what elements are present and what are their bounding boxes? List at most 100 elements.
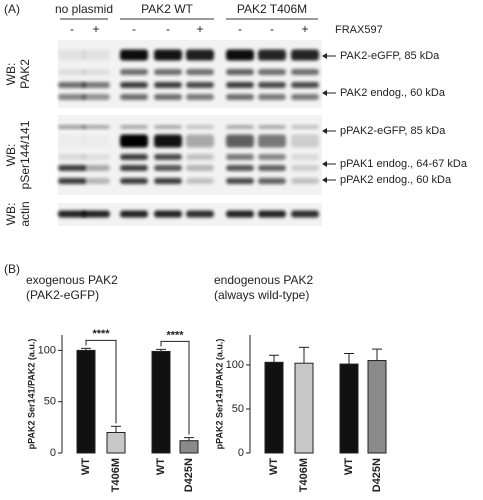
y-tick-label: 0 <box>238 447 244 459</box>
y-tick-label: 100 <box>226 359 244 371</box>
band-label: pPAK2-eGFP, 85 kDa <box>340 125 446 137</box>
band <box>258 210 286 218</box>
treatment-sign: + <box>301 22 308 36</box>
arrow-head <box>322 53 327 59</box>
band <box>186 82 214 88</box>
y-tick-label: 50 <box>44 396 56 408</box>
band <box>154 178 182 184</box>
band <box>58 49 86 61</box>
band <box>258 94 286 100</box>
group-label: no plasmid <box>55 2 113 16</box>
arrow-head <box>322 128 327 134</box>
band <box>226 82 254 88</box>
band <box>258 69 286 75</box>
band <box>120 165 148 171</box>
band <box>154 134 182 148</box>
band <box>291 69 319 75</box>
band <box>186 125 214 129</box>
band <box>258 82 286 88</box>
band <box>186 154 214 160</box>
bar <box>76 349 96 454</box>
band <box>258 165 286 171</box>
significance-label: **** <box>92 328 110 340</box>
band <box>120 49 148 61</box>
band <box>82 165 110 171</box>
band <box>291 134 319 148</box>
band <box>58 69 86 75</box>
y-tick-label: 100 <box>38 344 56 356</box>
band <box>226 125 254 129</box>
band <box>186 165 214 171</box>
bar <box>151 350 171 454</box>
band <box>82 135 110 148</box>
treatment-sign: - <box>270 22 274 36</box>
arrow-head <box>322 177 327 183</box>
x-tick-label: WT <box>343 458 355 475</box>
treatment-sign: + <box>92 22 99 36</box>
band <box>120 154 148 160</box>
band <box>82 94 110 100</box>
band <box>291 165 319 171</box>
band <box>82 154 110 160</box>
blot-target: PAK2 <box>18 59 32 89</box>
band <box>58 165 86 171</box>
band <box>291 178 319 184</box>
x-tick-label: D425N <box>371 458 383 492</box>
band <box>154 210 182 218</box>
band <box>82 125 110 129</box>
band <box>82 178 110 184</box>
band <box>226 210 254 218</box>
band <box>58 94 86 100</box>
band <box>258 154 286 160</box>
band <box>58 210 86 218</box>
blot-prefix: WB: <box>4 203 18 226</box>
bar <box>179 440 199 454</box>
band <box>226 49 254 61</box>
band-label: pPAK1 endog., 64-67 kDa <box>340 158 468 170</box>
band <box>258 49 286 61</box>
band <box>291 82 319 88</box>
y-tick-label: 50 <box>232 403 244 415</box>
band <box>154 125 182 129</box>
band <box>258 125 286 129</box>
band <box>226 134 254 148</box>
blot-prefix: WB: <box>4 144 18 167</box>
band <box>120 178 148 184</box>
y-axis-label: pPAK2 Ser141/PAK2 (a.u.) <box>214 339 224 450</box>
bar <box>106 431 126 454</box>
blot-label: WB: actin <box>4 201 32 226</box>
arrow-head <box>322 90 327 96</box>
band <box>154 94 182 100</box>
band-label: PAK2-eGFP, 85 kDa <box>340 50 440 62</box>
band <box>82 82 110 88</box>
band <box>226 178 254 184</box>
band <box>186 178 214 184</box>
band <box>58 135 86 148</box>
x-tick-label: WT <box>268 458 280 475</box>
x-tick-label: WT <box>155 458 167 475</box>
band <box>120 125 148 129</box>
treatment-sign: - <box>166 22 170 36</box>
band <box>226 165 254 171</box>
blot-prefix: WB: <box>4 63 18 86</box>
y-tick-label: 0 <box>50 447 56 459</box>
band <box>226 94 254 100</box>
band <box>120 82 148 88</box>
arrow-head <box>322 161 327 167</box>
band <box>291 210 319 218</box>
x-tick-label: T406M <box>298 458 310 492</box>
treatment-sign: - <box>132 22 136 36</box>
significance-bracket <box>85 339 117 424</box>
band <box>58 125 86 129</box>
chart-subtitle: (always wild-type) <box>214 288 309 302</box>
chart-subtitle: (PAK2-eGFP) <box>26 288 99 302</box>
band <box>226 69 254 75</box>
x-tick-label: D425N <box>183 458 195 492</box>
chart-title: exogenous PAK2 <box>26 273 118 287</box>
band <box>291 94 319 100</box>
x-tick-label: T406M <box>110 458 122 492</box>
band <box>154 49 182 61</box>
band <box>154 165 182 171</box>
panel-label: (B) <box>4 262 20 276</box>
